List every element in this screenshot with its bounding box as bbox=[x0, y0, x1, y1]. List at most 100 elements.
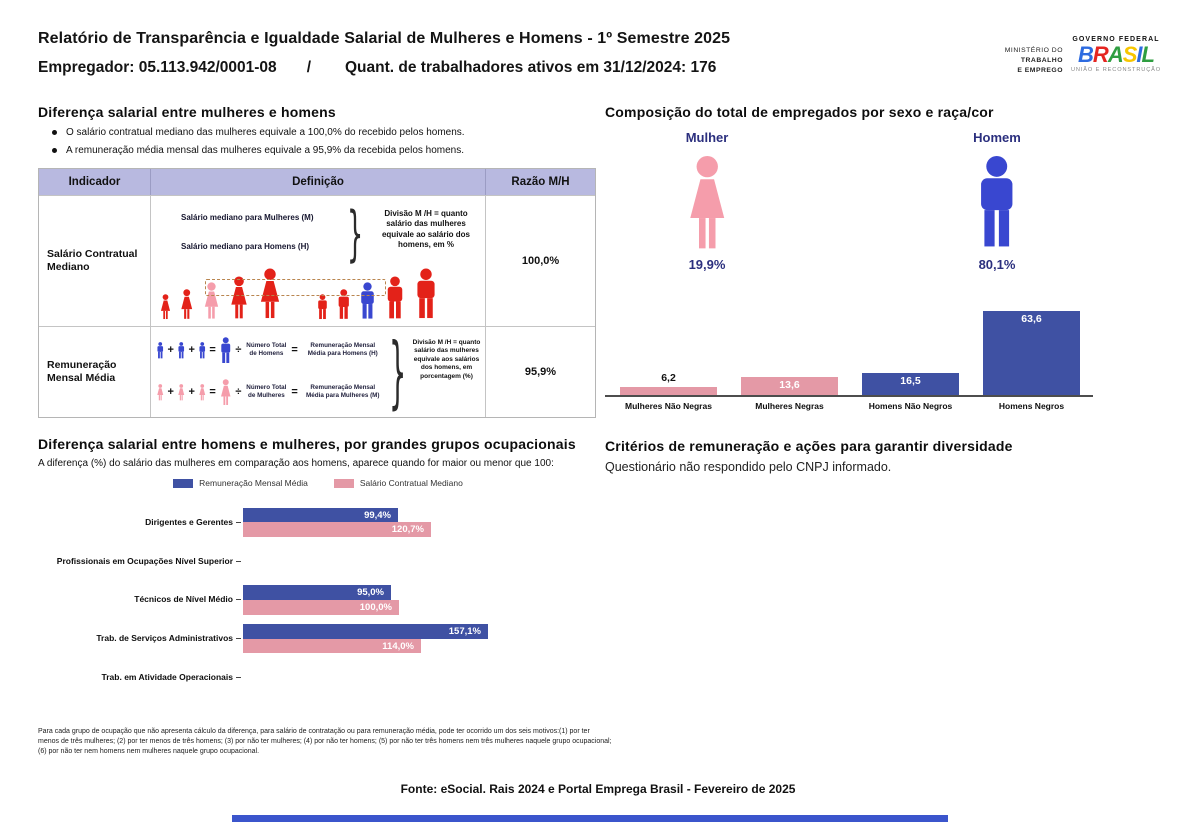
female-person-icon bbox=[157, 383, 164, 400]
bar-value-label: 95,0% bbox=[357, 587, 384, 599]
section-title-salary-gap: Diferença salarial entre mulheres e home… bbox=[38, 104, 336, 120]
bar-category-label: Homens Negros bbox=[998, 401, 1065, 411]
brasil-letter: I bbox=[1136, 42, 1142, 67]
operator: ÷ bbox=[235, 386, 242, 398]
male-person-icon bbox=[387, 276, 403, 319]
definition-mean-cell: + + = ÷ Número Total de Homens = Remuneração M… bbox=[151, 327, 486, 419]
divisor-label: Número Total de Homens bbox=[246, 342, 287, 357]
brace-icon: } bbox=[347, 200, 364, 270]
operator: + bbox=[167, 386, 174, 398]
male-figure-icon bbox=[942, 155, 1052, 252]
legend-label-median: Salário Contratual Mediano bbox=[359, 478, 463, 488]
legend-item-median: Salário Contratual Mediano bbox=[333, 478, 463, 488]
bullet-median-salary: O salário contratual mediano das mulhere… bbox=[52, 127, 592, 138]
legend-item-mean: Remuneração Mensal Média bbox=[173, 478, 308, 488]
criteria-text: Questionário não respondido pelo CNPJ in… bbox=[605, 460, 892, 474]
brasil-wordmark: BRASIL bbox=[1066, 43, 1166, 66]
section-title-composition: Composição do total de empregados por se… bbox=[605, 104, 994, 120]
employer-id: Empregador: 05.113.942/0001-08 bbox=[38, 59, 277, 76]
occupation-row: Trab. em Atividade Operacionais bbox=[38, 658, 598, 697]
bar-value-label: 114,0% bbox=[382, 640, 414, 652]
occupation-row: Trab. de Serviços Administrativos 157,1% 1… bbox=[38, 619, 598, 658]
male-figure-block: Homem 80,1% bbox=[942, 130, 1052, 272]
median-women-label: Salário mediano para Mulheres (M) bbox=[181, 213, 314, 222]
brasil-letter: A bbox=[1107, 42, 1124, 67]
female-person-icon bbox=[260, 268, 279, 319]
axis-tick bbox=[236, 638, 241, 640]
male-pictogram bbox=[336, 289, 352, 320]
female-figure-icon bbox=[652, 155, 762, 252]
bullet-mean-salary: A remuneração média mensal das mulheres … bbox=[52, 145, 592, 156]
female-pictogram bbox=[179, 289, 195, 320]
ratio-median-value: 100,0% bbox=[521, 255, 560, 267]
brasil-letter: B bbox=[1078, 42, 1094, 67]
salary-indicator-table: Indicador Definição Razão M/H Salário Co… bbox=[38, 168, 596, 419]
gov-federal-logo: GOVERNO FEDERAL BRASIL UNIÃO E RECONSTRU… bbox=[1066, 36, 1166, 73]
ministry-line1: MINISTÉRIO DO bbox=[1004, 47, 1063, 54]
occupation-label: Dirigentes e Gerentes bbox=[145, 516, 233, 527]
bar-value-label: 6,2 bbox=[661, 372, 676, 384]
table-row-mean: Remuneração Mensal Média + + = ÷ Número Tota… bbox=[39, 326, 595, 419]
bar-value-label: 157,1% bbox=[448, 625, 481, 637]
female-figure-block: Mulher 19,9% bbox=[652, 130, 762, 272]
female-person-icon bbox=[160, 294, 171, 320]
bar-value-label: 120,7% bbox=[391, 524, 424, 536]
male-pictogram bbox=[316, 294, 329, 320]
operator: = bbox=[209, 344, 216, 356]
salary-gap-bullets: O salário contratual mediano das mulhere… bbox=[52, 127, 592, 163]
mean-bar: 157,1% bbox=[243, 624, 488, 639]
brasil-letter: S bbox=[1122, 42, 1138, 67]
male-person-icon bbox=[338, 289, 349, 319]
median-division-note: Divisão M /H = quanto salário das mulher… bbox=[381, 209, 471, 250]
occupation-label: Profissionais em Ocupações Nível Superio… bbox=[56, 555, 233, 566]
operator: = bbox=[209, 386, 216, 398]
ministry-logo: MINISTÉRIO DO TRABALHO E EMPREGO bbox=[975, 46, 1063, 77]
bar-value-label: 63,6 bbox=[1021, 313, 1042, 325]
male-label: Homem bbox=[973, 130, 1021, 145]
mean-formula-women: + + = ÷ Número Total de Mulheres = Remuneração… bbox=[156, 373, 385, 411]
median-highlight-box bbox=[205, 279, 386, 296]
male-person-icon bbox=[221, 336, 231, 363]
table-header-row: Indicador Definição Razão M/H bbox=[39, 169, 595, 195]
active-workers-count: Quant. de trabalhadores ativos em 31/12/… bbox=[345, 59, 717, 76]
female-pictogram bbox=[257, 268, 283, 320]
section-title-occupational: Diferença salarial entre homens e mulher… bbox=[38, 436, 576, 452]
male-pictogram bbox=[384, 276, 406, 320]
axis-tick bbox=[236, 560, 241, 562]
source-footer: Fonte: eSocial. Rais 2024 e Portal Empre… bbox=[400, 782, 796, 796]
male-person-icon bbox=[981, 155, 1013, 247]
axis-tick bbox=[236, 599, 241, 601]
ministry-line3: E EMPREGO bbox=[1017, 67, 1063, 75]
mean-division-note: Divisão M /H = quanto salário das mulher… bbox=[412, 339, 481, 380]
result-label: Remuneração Mensal Média para Homens (H) bbox=[307, 342, 378, 357]
mean-formula-men: + + = ÷ Número Total de Homens = Remuneração M… bbox=[156, 331, 385, 369]
female-person-icon bbox=[690, 155, 724, 249]
ministry-line2: TRABALHO bbox=[1020, 57, 1063, 65]
composition-bar bbox=[620, 387, 717, 395]
bar-value-label: 100,0% bbox=[359, 601, 392, 613]
male-percentage: 80,1% bbox=[978, 257, 1016, 272]
brace-icon: } bbox=[389, 327, 407, 419]
operator: ÷ bbox=[235, 344, 242, 356]
median-bar: 120,7% bbox=[243, 522, 431, 537]
female-percentage: 19,9% bbox=[688, 257, 726, 272]
section-title-criteria: Critérios de remuneração e ações para ga… bbox=[605, 438, 1013, 454]
male-pictogram bbox=[358, 282, 377, 320]
footnote-text: Para cada grupo de ocupação que não apre… bbox=[38, 728, 612, 756]
col-header-razao: Razão M/H bbox=[486, 169, 595, 195]
composition-bar: 13,6 bbox=[741, 377, 838, 395]
bar-category-label: Mulheres Negras bbox=[755, 401, 824, 411]
operator: + bbox=[167, 344, 174, 356]
axis-tick bbox=[236, 521, 241, 523]
page-subtitle: Empregador: 05.113.942/0001-08 / Quant. … bbox=[38, 59, 716, 77]
median-men-label: Salário mediano para Homens (H) bbox=[181, 242, 310, 251]
x-axis-line bbox=[605, 395, 1093, 397]
result-label: Remuneração Mensal Média para Mulheres (… bbox=[306, 384, 380, 399]
ratio-mean-value: 95,9% bbox=[524, 366, 557, 378]
occupational-legend: Remuneração Mensal Média Salário Contrat… bbox=[38, 478, 598, 488]
operator: + bbox=[188, 386, 195, 398]
legend-swatch-pink bbox=[333, 478, 354, 488]
occupation-bars: 99,4% 120,7% bbox=[243, 507, 431, 537]
occupation-bars: 95,0% 100,0% bbox=[243, 585, 399, 615]
